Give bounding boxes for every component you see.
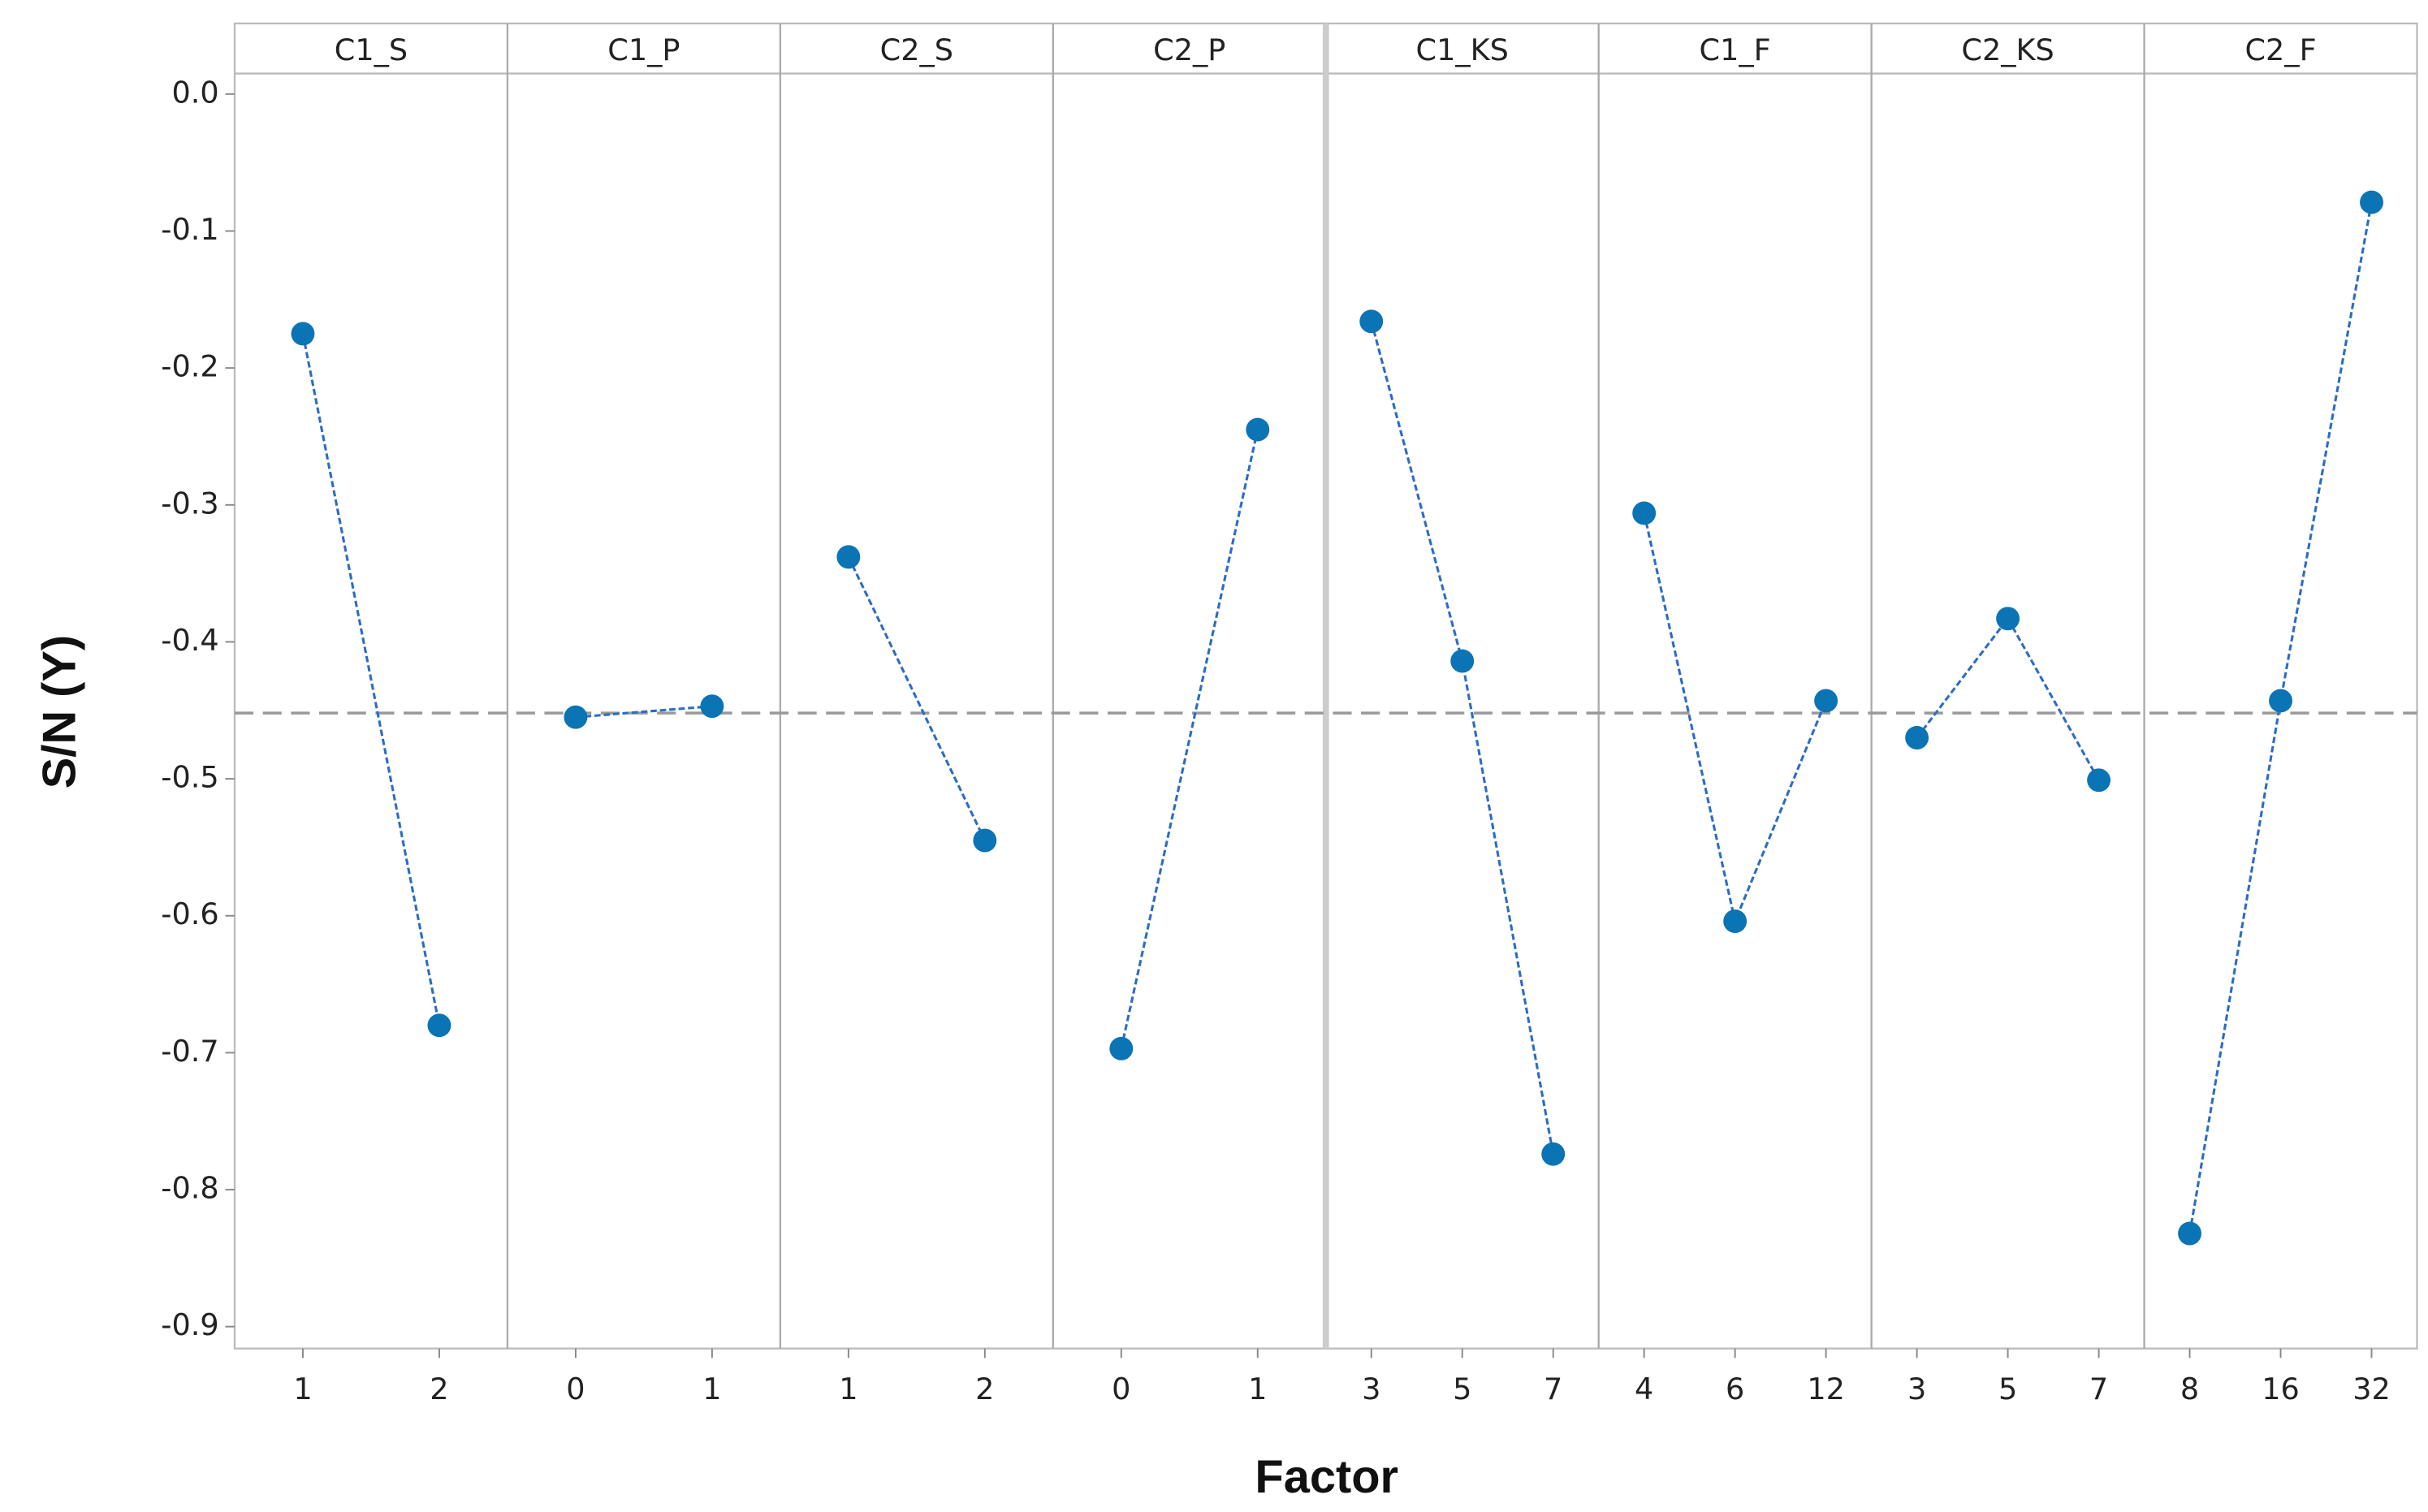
y-axis-title: S/N (Y) [33,635,85,788]
effect-line [575,705,713,719]
point [427,1013,451,1038]
effect-line [1120,429,1259,1049]
point [1814,689,1838,713]
point [1905,726,1929,750]
panel-header: C2_S [880,32,953,67]
y-tick-label: -0.6 [161,896,218,931]
x-tick-label: 5 [1998,1372,2017,1406]
point [1541,1142,1566,1166]
y-tick-label: -0.9 [161,1307,218,1342]
panel-header: C1_S [335,32,408,67]
point [1723,909,1748,933]
effect-line [847,556,987,841]
panel-header: C2_KS [1961,32,2054,67]
x-tick-label: 6 [1726,1372,1744,1406]
y-tick-label: -0.8 [161,1171,218,1206]
point [1632,501,1657,525]
point [1246,417,1270,442]
y-tick-label: -0.7 [161,1034,218,1069]
panel-header: C2_P [1153,32,1225,67]
x-tick-label: 1 [1248,1372,1267,1406]
x-tick-label: 0 [1112,1372,1130,1406]
point [1109,1036,1134,1061]
point [836,545,861,569]
x-tick-label: 8 [2180,1372,2199,1406]
x-tick-label: 12 [1807,1372,1845,1406]
y-tick-label: -0.4 [161,623,218,658]
x-tick-label: 16 [2262,1372,2300,1406]
point [2269,689,2292,713]
x-tick-label: 2 [430,1372,448,1406]
x-tick-label: 0 [566,1372,585,1406]
point [564,705,588,729]
x-tick-label: 7 [2089,1372,2108,1406]
effect-line [301,333,441,1026]
y-tick-label: -0.3 [161,486,218,521]
x-tick-label: 3 [1362,1372,1380,1406]
point [2360,190,2383,214]
point [1450,649,1475,673]
x-tick-label: 5 [1453,1372,1471,1406]
panel-header: C1_P [607,32,680,67]
x-axis-title: Factor [1255,1451,1398,1503]
x-tick-label: 1 [839,1372,858,1406]
point [700,694,724,719]
effect-line [1916,616,2100,781]
point [973,828,997,853]
x-tick-label: 4 [1635,1372,1653,1406]
x-tick-label: 7 [1544,1372,1562,1406]
y-tick-label: -0.2 [161,349,218,384]
point [291,322,315,346]
x-tick-label: 3 [1907,1372,1926,1406]
point [2178,1221,2202,1246]
x-tick-label: 1 [702,1372,721,1406]
panel-header: C2_F [2244,32,2316,67]
x-tick-label: 32 [2352,1372,2391,1406]
x-tick-label: 2 [975,1372,994,1406]
y-tick-label: -0.1 [161,212,218,247]
panel-header: C1_F [1700,32,1771,67]
panel-header: C1_KS [1416,32,1509,67]
point [1359,309,1384,334]
x-tick-label: 1 [293,1372,312,1406]
y-tick-label: 0.0 [172,75,219,110]
y-tick-label: -0.5 [161,760,218,795]
point [2087,768,2111,793]
point [1996,607,2020,631]
